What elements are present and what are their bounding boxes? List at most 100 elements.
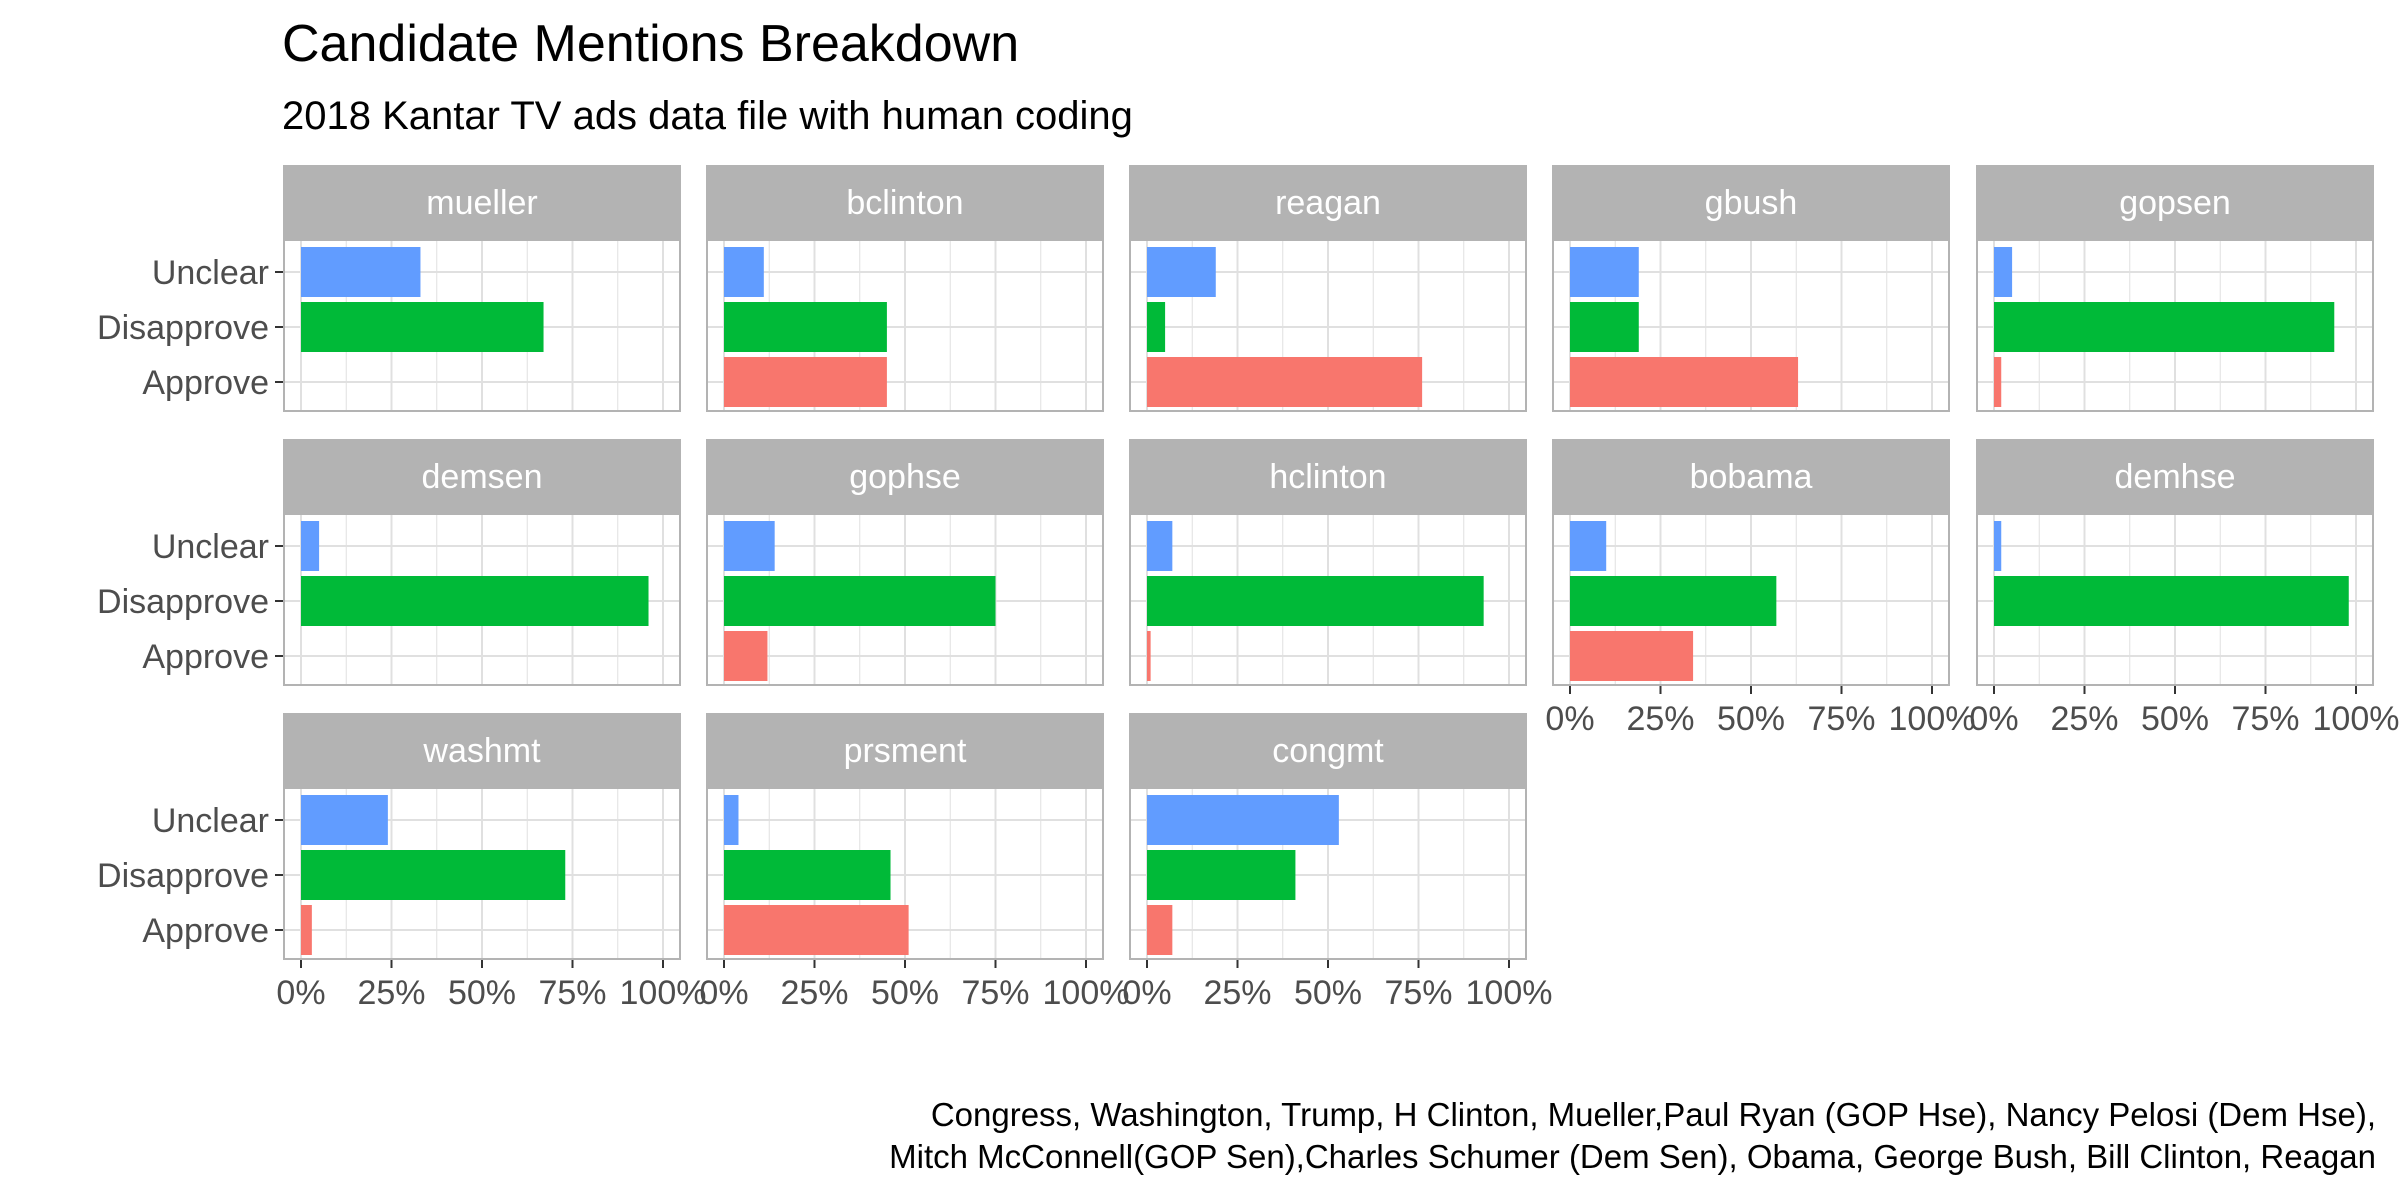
- facet-strip-label: reagan: [1275, 184, 1381, 222]
- facet-strip: [1129, 713, 1527, 787]
- facet-strip: [283, 165, 681, 239]
- panel-border: [706, 787, 1104, 960]
- bar-mueller-unclear: [301, 247, 421, 297]
- facet-strip-label: bclinton: [846, 184, 963, 222]
- x-tick-label: 75%: [538, 974, 606, 1012]
- caption-line-1: Congress, Washington, Trump, H Clinton, …: [931, 1096, 2376, 1133]
- facet-panel-demhse: demhse 0% 25% 50% 75% 100%: [1969, 439, 2399, 738]
- bar-reagan-approve: [1147, 357, 1423, 407]
- bar-washmt-disapprove: [301, 850, 566, 900]
- facet-strip-label: gbush: [1705, 184, 1798, 222]
- panel-border: [1976, 513, 2374, 686]
- facet-strip-label: gophse: [849, 458, 961, 496]
- facet-strip: [283, 713, 681, 787]
- facet-strip-label: mueller: [426, 184, 537, 222]
- facet-strip: [1129, 439, 1527, 513]
- facet-strip: [706, 713, 1104, 787]
- bar-gopsen-approve: [1994, 357, 2002, 407]
- x-tick-label: 0%: [276, 974, 325, 1012]
- x-tick-label: 25%: [1203, 974, 1271, 1012]
- facet-strip-label: demhse: [2115, 458, 2236, 496]
- x-tick-label: 75%: [1384, 974, 1452, 1012]
- bar-gophse-unclear: [724, 521, 775, 571]
- facet-strip-label: prsment: [844, 732, 967, 770]
- bar-hclinton-unclear: [1147, 521, 1173, 571]
- bar-gopsen-disapprove: [1994, 302, 2335, 352]
- facet-strip: [1552, 165, 1950, 239]
- facet-strip: [1976, 439, 2374, 513]
- x-tick-label: 0%: [1545, 700, 1594, 738]
- bar-bobama-disapprove: [1570, 576, 1777, 626]
- bar-congmt-approve: [1147, 905, 1173, 955]
- x-tick-label: 100%: [2313, 700, 2400, 738]
- y-tick-label: Approve: [142, 364, 269, 402]
- bar-demhse-disapprove: [1994, 576, 2349, 626]
- facet-panel-bobama: bobama 0% 25% 50% 75% 100%: [1545, 439, 1975, 738]
- panel-border: [706, 513, 1104, 686]
- facet-strip: [283, 439, 681, 513]
- panel-border: [1129, 787, 1527, 960]
- facet-strip: [1129, 165, 1527, 239]
- bar-reagan-disapprove: [1147, 302, 1166, 352]
- bar-prsment-unclear: [724, 795, 739, 845]
- facet-panel-mueller: mueller Unclear Disapprove Approve: [97, 165, 681, 412]
- y-tick-label: Disapprove: [97, 309, 269, 347]
- x-tick-label: 0%: [1969, 700, 2018, 738]
- chart-title: Candidate Mentions Breakdown: [282, 15, 1019, 73]
- facet-panel-reagan: reagan: [1129, 165, 1527, 412]
- x-tick-label: 25%: [1626, 700, 1694, 738]
- bar-bclinton-unclear: [724, 247, 764, 297]
- facet-strip-label: gopsen: [2119, 184, 2231, 222]
- bar-hclinton-disapprove: [1147, 576, 1484, 626]
- facet-panels: mueller Unclear Disapprove Approve bclinton r…: [97, 165, 2399, 1012]
- x-tick-label: 0%: [699, 974, 748, 1012]
- bar-prsment-approve: [724, 905, 909, 955]
- x-tick-label: 75%: [961, 974, 1029, 1012]
- bar-gbush-unclear: [1570, 247, 1639, 297]
- x-tick-label: 25%: [780, 974, 848, 1012]
- bar-hclinton-approve: [1147, 631, 1151, 681]
- x-tick-label: 50%: [448, 974, 516, 1012]
- facet-strip-label: bobama: [1690, 458, 1813, 496]
- bar-washmt-approve: [301, 905, 312, 955]
- bar-congmt-disapprove: [1147, 850, 1296, 900]
- facet-panel-bclinton: bclinton: [706, 165, 1104, 412]
- panel-border: [706, 239, 1104, 412]
- bar-gophse-disapprove: [724, 576, 996, 626]
- bar-demsen-disapprove: [301, 576, 649, 626]
- facet-strip-label: demsen: [422, 458, 543, 496]
- y-tick-label: Disapprove: [97, 583, 269, 621]
- x-tick-label: 0%: [1122, 974, 1171, 1012]
- facet-panel-gophse: gophse: [706, 439, 1104, 686]
- bar-bobama-unclear: [1570, 521, 1607, 571]
- chart-subtitle: 2018 Kantar TV ads data file with human …: [282, 94, 1133, 138]
- bar-gbush-disapprove: [1570, 302, 1639, 352]
- panel-border: [1976, 239, 2374, 412]
- bar-gophse-approve: [724, 631, 768, 681]
- x-tick-label: 100%: [1466, 974, 1553, 1012]
- facet-panel-demsen: demsen Unclear Disapprove Approve: [97, 439, 681, 686]
- facet-strip-label: washmt: [422, 732, 541, 770]
- x-tick-label: 25%: [2050, 700, 2118, 738]
- bar-bclinton-disapprove: [724, 302, 887, 352]
- bar-gbush-approve: [1570, 357, 1799, 407]
- facet-panel-gopsen: gopsen: [1976, 165, 2374, 412]
- bar-demsen-unclear: [301, 521, 320, 571]
- x-tick-label: 75%: [1807, 700, 1875, 738]
- x-tick-label: 100%: [1043, 974, 1130, 1012]
- bar-congmt-unclear: [1147, 795, 1339, 845]
- y-tick-label: Approve: [142, 912, 269, 950]
- bar-bclinton-approve: [724, 357, 887, 407]
- x-tick-label: 50%: [1294, 974, 1362, 1012]
- x-tick-label: 50%: [2141, 700, 2209, 738]
- facet-strip-label: hclinton: [1269, 458, 1386, 496]
- panel-border: [1552, 513, 1950, 686]
- facet-strip-label: congmt: [1272, 732, 1384, 770]
- facet-panel-prsment: prsment 0% 25% 50% 75% 100%: [699, 713, 1129, 1012]
- y-tick-label: Unclear: [152, 802, 269, 840]
- x-tick-label: 25%: [357, 974, 425, 1012]
- bar-prsment-disapprove: [724, 850, 891, 900]
- x-tick-label: 100%: [620, 974, 707, 1012]
- bar-demhse-unclear: [1994, 521, 2002, 571]
